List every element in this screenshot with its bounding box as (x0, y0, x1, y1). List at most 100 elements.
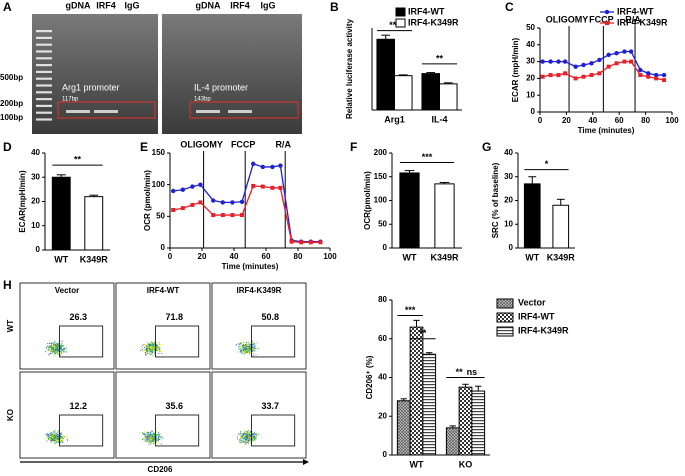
promoter-label: Arg1 promoter (62, 82, 120, 92)
flow-event (150, 349, 152, 351)
flow-event (150, 429, 153, 431)
flow-event (241, 433, 243, 435)
flow-event (157, 432, 159, 434)
flow-event (51, 435, 53, 437)
flow-event (241, 351, 243, 353)
flow-event (245, 430, 247, 433)
flow-event (252, 342, 254, 344)
marker (589, 73, 594, 78)
flow-event (52, 438, 54, 441)
bar (434, 183, 455, 249)
flow-event (249, 434, 251, 436)
flow-event (48, 354, 50, 356)
flow-event (48, 347, 50, 349)
legend-marker (604, 9, 610, 15)
flow-event (239, 348, 241, 350)
flow-event (52, 350, 54, 352)
flow-event (46, 345, 48, 347)
flow-event (148, 345, 150, 347)
significance-label: ns (467, 367, 478, 377)
flow-event (244, 433, 246, 435)
flow-event (60, 353, 62, 355)
flow-event (237, 342, 239, 344)
flow-event (140, 350, 142, 352)
flow-event (140, 440, 143, 443)
legend-swatch (496, 298, 514, 309)
gate (59, 325, 104, 358)
flow-event (153, 437, 155, 439)
flow-event (53, 348, 56, 350)
flow-event (158, 435, 160, 437)
flow-event (57, 438, 59, 440)
marker (190, 202, 195, 207)
flow-event (249, 431, 251, 433)
flow-event (246, 352, 248, 354)
flow-event (67, 439, 69, 441)
significance-label: *** (422, 152, 433, 162)
x-tick-label: WT (525, 252, 539, 262)
flow-event (152, 437, 154, 439)
flow-event (150, 354, 152, 356)
flow-event (153, 345, 155, 347)
legend-label: IRF4-WT (617, 6, 654, 16)
flow-event (61, 435, 63, 438)
flow-event (242, 440, 244, 442)
flow-event (157, 439, 159, 441)
marker (318, 240, 323, 245)
flow-event (253, 343, 255, 345)
flow-event (155, 344, 157, 346)
x-tick-label: 100 (665, 116, 679, 125)
ladder-band (36, 104, 52, 107)
flow-event (46, 436, 48, 438)
flow-event (150, 347, 152, 349)
ladder-band (36, 111, 52, 114)
flow-event (157, 346, 159, 348)
flow-event (256, 342, 258, 344)
ladder-band (36, 84, 52, 87)
flow-event (242, 349, 244, 351)
flow-event (239, 440, 241, 442)
flow-event (149, 433, 151, 435)
marker (661, 72, 667, 78)
flow-event (56, 439, 58, 441)
marker (562, 59, 568, 64)
flow-event (156, 343, 158, 345)
flow-event (54, 347, 56, 349)
y-tick-label: 50 (378, 219, 387, 228)
flow-event (237, 351, 239, 353)
y-tick-label: 20 (378, 411, 387, 420)
flow-event (156, 347, 158, 349)
flow-event (55, 441, 57, 443)
flow-event (158, 434, 160, 436)
flow-event (53, 434, 55, 437)
ladder-band (36, 77, 52, 80)
marker (251, 183, 256, 188)
flow-event (150, 341, 152, 343)
flow-event (56, 353, 58, 355)
flow-event (156, 442, 158, 444)
flow-event (151, 441, 153, 443)
flow-event (153, 352, 156, 354)
flow-event (149, 443, 152, 445)
flow-event (149, 434, 151, 436)
flow-event (62, 441, 64, 443)
marker (622, 49, 627, 54)
flow-event (151, 348, 153, 350)
panel-letter: E (140, 140, 148, 154)
bar (376, 38, 396, 111)
marker (211, 198, 216, 203)
flow-event (65, 436, 67, 438)
flow-event (47, 432, 49, 434)
marker (270, 164, 275, 170)
flow-event (46, 346, 48, 348)
flow-event (47, 343, 49, 345)
x-tick-label: WT (403, 252, 417, 262)
flow-event (44, 347, 46, 349)
flow-event (154, 436, 156, 438)
flow-event (150, 431, 152, 433)
flow-event (50, 352, 52, 354)
marker (299, 240, 304, 245)
x-tick-label: WT (410, 459, 424, 469)
flow-event (153, 440, 155, 442)
flow-event (159, 344, 161, 346)
